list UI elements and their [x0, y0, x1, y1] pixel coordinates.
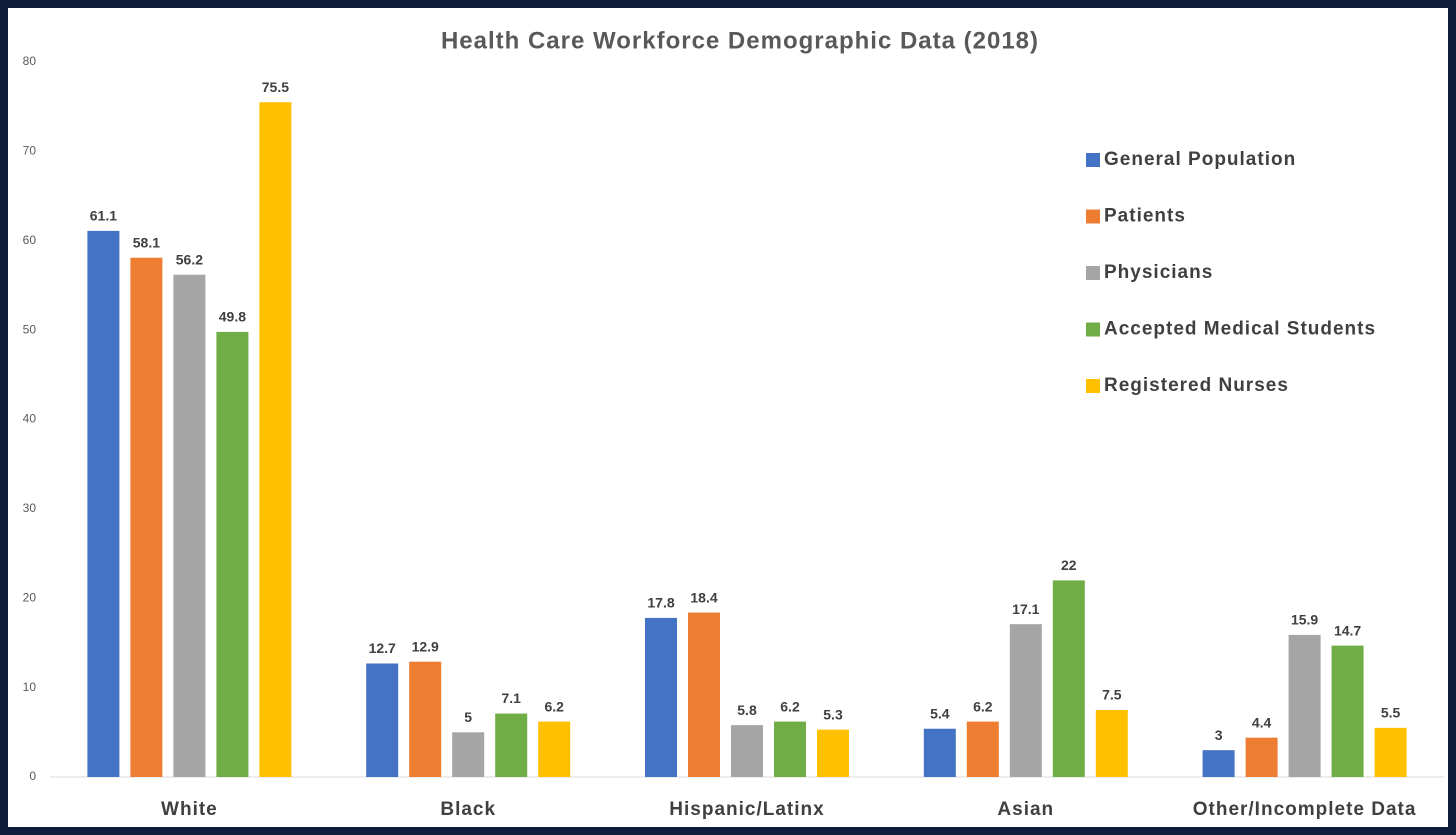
- y-tick-label: 80: [23, 54, 37, 68]
- bar: [1052, 580, 1085, 777]
- legend-label: Accepted Medical Students: [1104, 319, 1376, 340]
- data-label: 7.5: [1102, 687, 1122, 703]
- y-tick-label: 20: [23, 590, 37, 604]
- legend-swatch: [1086, 322, 1100, 337]
- y-tick-label: 40: [23, 412, 37, 426]
- x-tick-label: Asian: [997, 799, 1054, 820]
- legend-label: Patients: [1104, 206, 1186, 227]
- x-tick-label: White: [161, 799, 218, 820]
- data-label: 17.1: [1012, 601, 1039, 617]
- legend-label: Registered Nurses: [1104, 375, 1289, 396]
- bar: [1331, 645, 1364, 777]
- data-label: 3: [1215, 727, 1223, 743]
- data-label: 75.5: [262, 79, 289, 95]
- bar: [130, 257, 163, 777]
- legend-swatch: [1086, 266, 1100, 280]
- bar: [731, 725, 763, 777]
- data-label: 56.2: [176, 251, 203, 267]
- y-tick-label: 0: [29, 769, 36, 783]
- data-label: 4.4: [1252, 714, 1272, 730]
- y-tick-label: 30: [23, 501, 37, 515]
- chart-title: Health Care Workforce Demographic Data (…: [441, 27, 1039, 54]
- data-label: 6.2: [973, 698, 993, 714]
- x-tick-label: Black: [440, 799, 496, 820]
- y-tick-label: 70: [23, 144, 37, 158]
- data-label: 15.9: [1291, 612, 1318, 628]
- data-label: 5: [464, 709, 472, 725]
- bar: [774, 721, 806, 777]
- bar: [1288, 634, 1321, 777]
- x-tick-label: Other/Incomplete Data: [1193, 799, 1417, 820]
- bar: [1009, 624, 1042, 777]
- bar: [923, 728, 956, 777]
- legend-label: Physicians: [1104, 262, 1213, 283]
- y-tick-label: 50: [23, 322, 37, 336]
- data-label: 5.3: [823, 706, 843, 722]
- data-label: 49.8: [219, 309, 246, 325]
- data-label: 5.5: [1381, 705, 1401, 721]
- data-label: 5.4: [930, 705, 950, 721]
- bar: [1095, 709, 1128, 777]
- bar: [216, 331, 249, 777]
- data-label: 14.7: [1334, 622, 1361, 638]
- y-tick-label: 60: [23, 233, 37, 247]
- data-label: 22: [1061, 557, 1077, 573]
- data-label: 61.1: [90, 208, 117, 224]
- data-label: 17.8: [647, 595, 674, 611]
- legend-swatch: [1086, 209, 1100, 224]
- bar: [1245, 737, 1278, 777]
- legend-swatch: [1086, 379, 1100, 393]
- bar: [645, 617, 677, 777]
- legend-swatch: [1086, 153, 1100, 167]
- bar: [409, 661, 442, 777]
- bar: [966, 721, 999, 777]
- y-tick-label: 10: [23, 680, 37, 694]
- bar: [495, 713, 528, 777]
- data-label: 12.9: [412, 638, 439, 654]
- bar: [87, 230, 120, 777]
- data-label: 58.1: [133, 234, 160, 250]
- data-label: 12.7: [369, 640, 396, 656]
- x-tick-label: Hispanic/Latinx: [669, 799, 824, 820]
- data-label: 7.1: [501, 690, 521, 706]
- bar: [1374, 727, 1407, 777]
- legend-label: General Population: [1104, 149, 1296, 170]
- bar: [538, 721, 571, 777]
- bar: [817, 729, 849, 777]
- data-label: 18.4: [690, 589, 717, 605]
- bar: [1202, 750, 1235, 777]
- data-label: 6.2: [780, 698, 800, 714]
- data-label: 6.2: [544, 698, 564, 714]
- bar: [366, 663, 399, 777]
- data-label: 5.8: [737, 702, 757, 718]
- bar: [452, 732, 485, 777]
- bar: [259, 102, 292, 777]
- bar: [173, 274, 206, 777]
- bar: [688, 612, 720, 777]
